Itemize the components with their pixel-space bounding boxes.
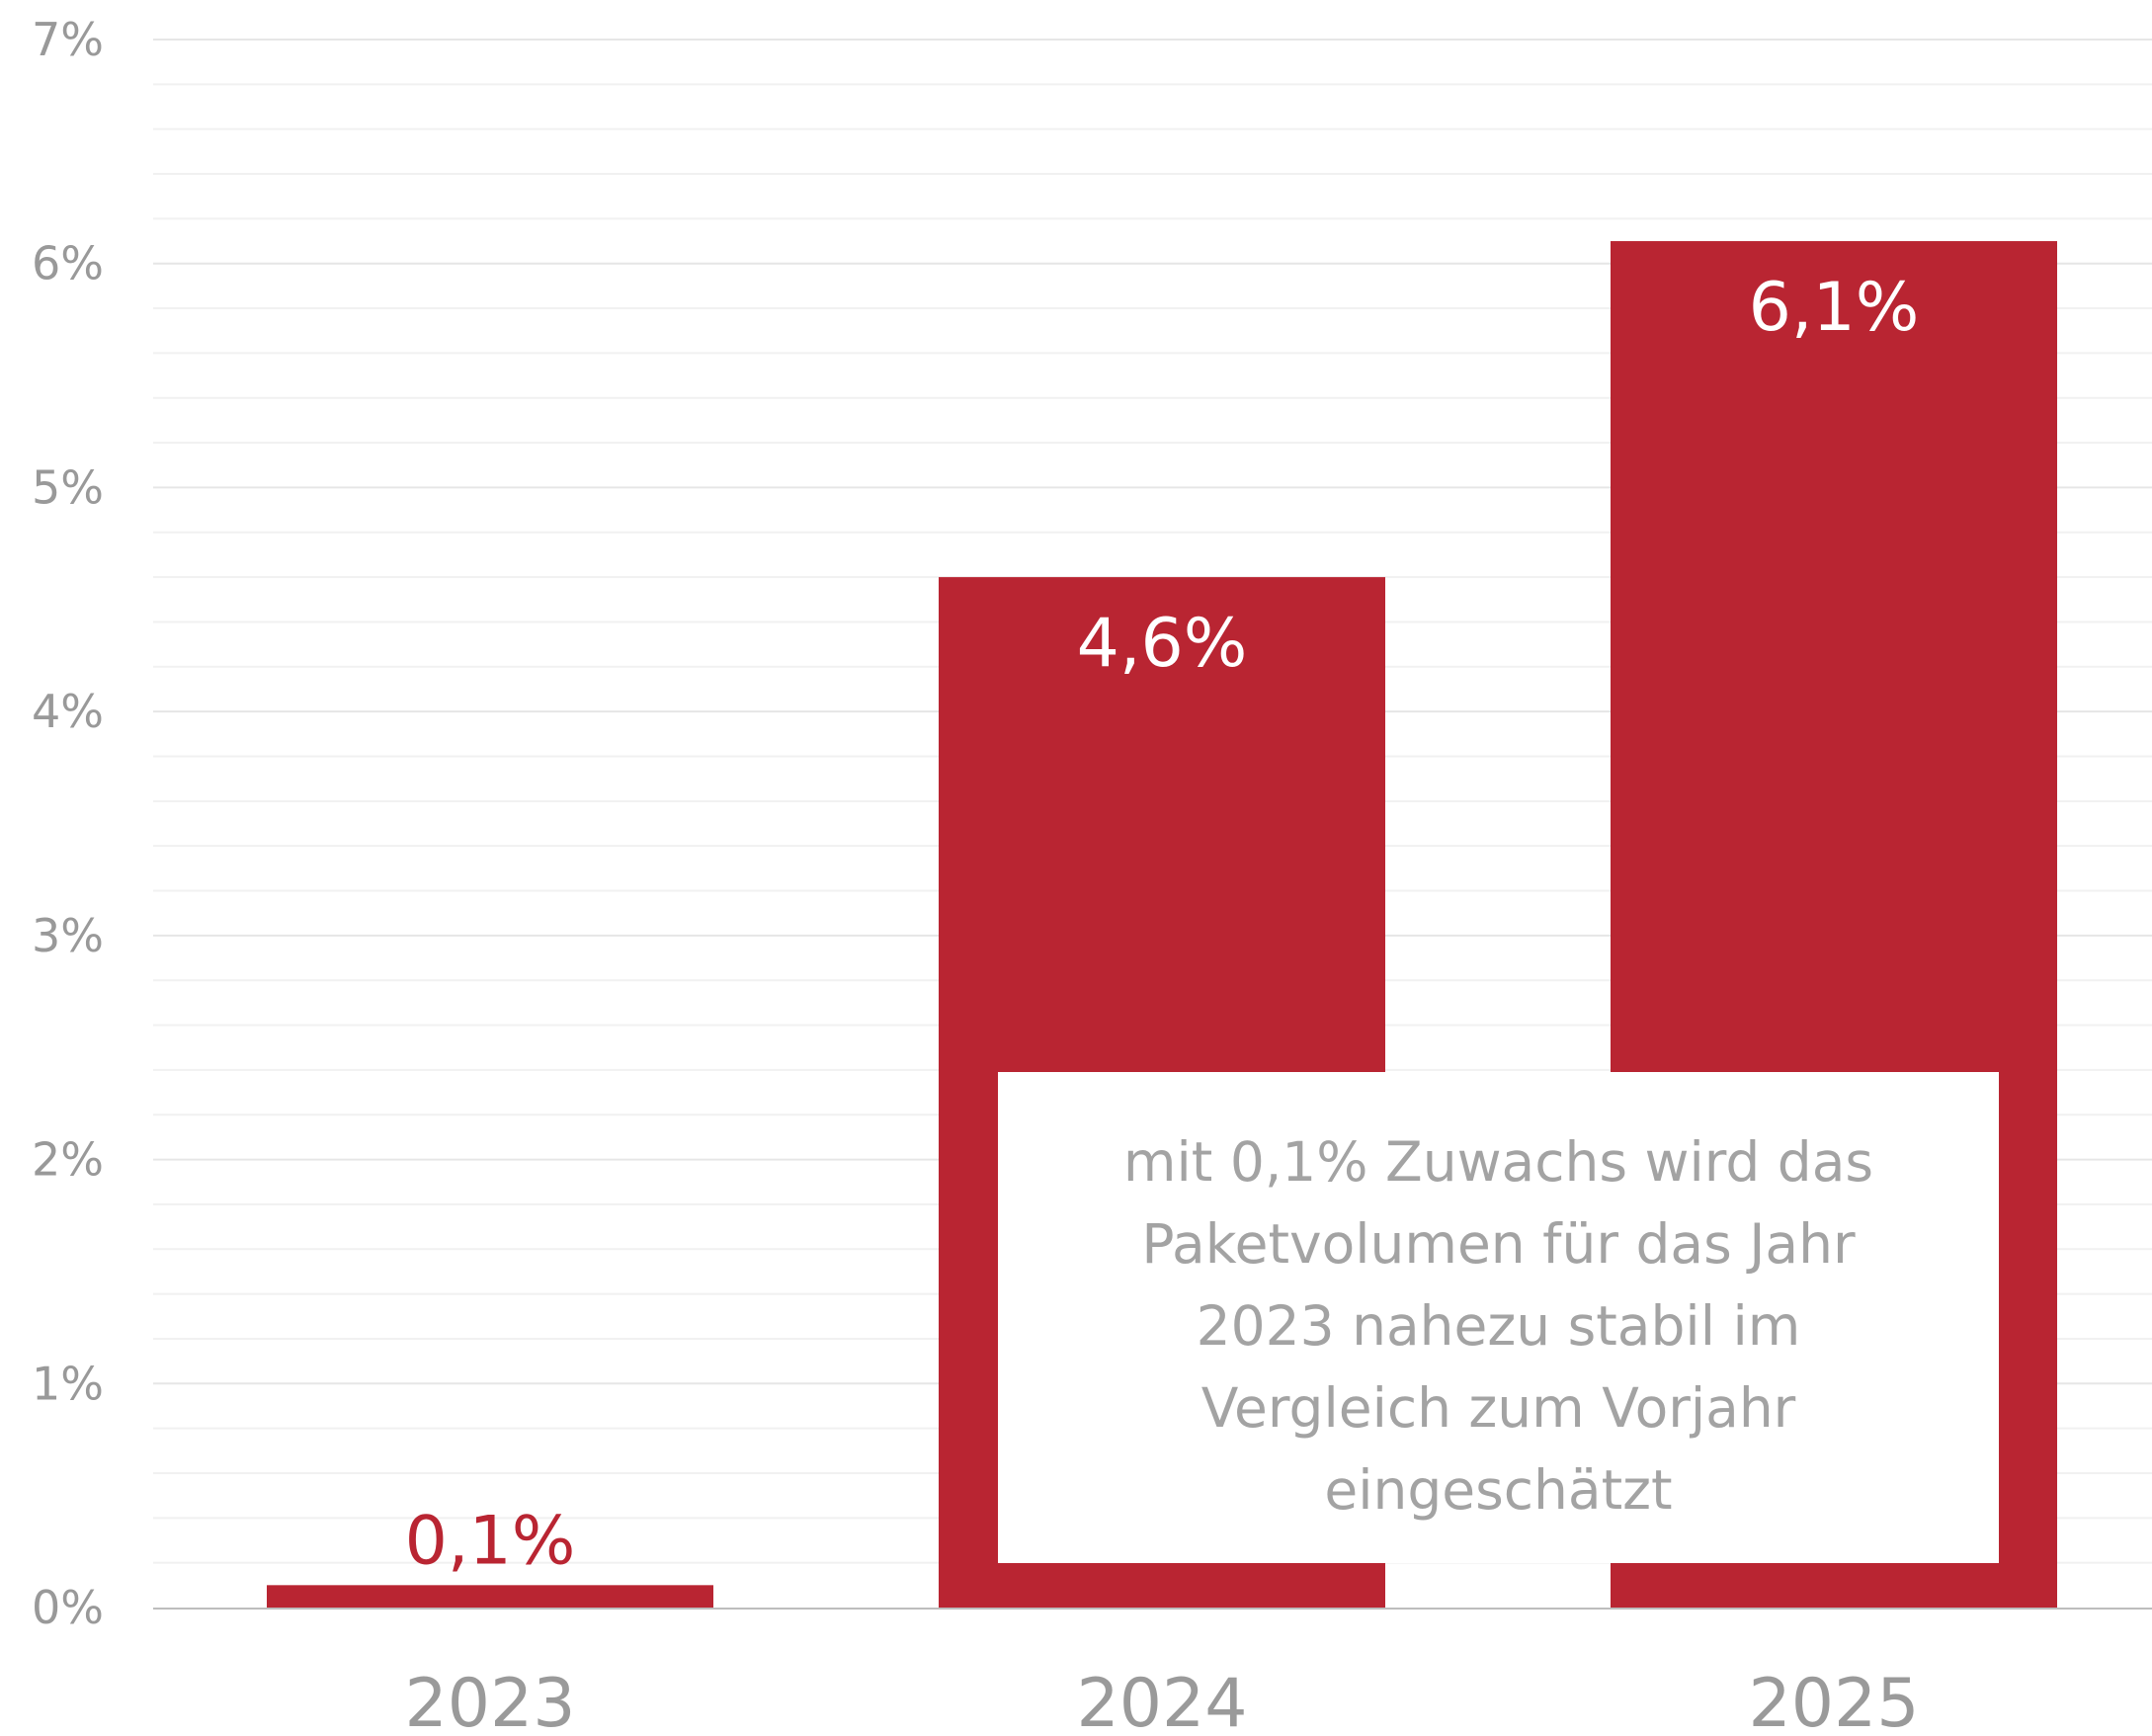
y-tick-label: 6% <box>32 237 104 290</box>
x-tick-label: 2025 <box>1748 1665 1919 1736</box>
y-tick-label: 0% <box>32 1581 104 1634</box>
bar-2023 <box>267 1585 713 1608</box>
y-axis-ticks: 0% 1% 2% 3% 4% 5% 6% 7% <box>32 13 104 1634</box>
y-tick-label: 7% <box>32 13 104 66</box>
y-tick-label: 3% <box>32 909 104 962</box>
y-tick-label: 4% <box>32 685 104 738</box>
x-tick-label: 2023 <box>404 1665 575 1736</box>
y-tick-label: 2% <box>32 1133 104 1187</box>
x-axis-labels: 2023 2024 2025 <box>404 1665 1919 1736</box>
data-labels: 0,1% 4,6% 6,1% <box>405 269 1920 1580</box>
annotation-box: mit 0,1% Zuwachs wird das Paketvolumen f… <box>998 1072 1999 1563</box>
x-tick-label: 2024 <box>1076 1665 1247 1736</box>
data-label: 0,1% <box>405 1502 576 1580</box>
annotation-text: mit 0,1% Zuwachs wird das Paketvolumen f… <box>1122 1130 1874 1522</box>
data-label: 6,1% <box>1749 269 1920 347</box>
y-tick-label: 1% <box>32 1357 104 1410</box>
data-label: 4,6% <box>1077 605 1248 683</box>
y-tick-label: 5% <box>32 460 104 514</box>
